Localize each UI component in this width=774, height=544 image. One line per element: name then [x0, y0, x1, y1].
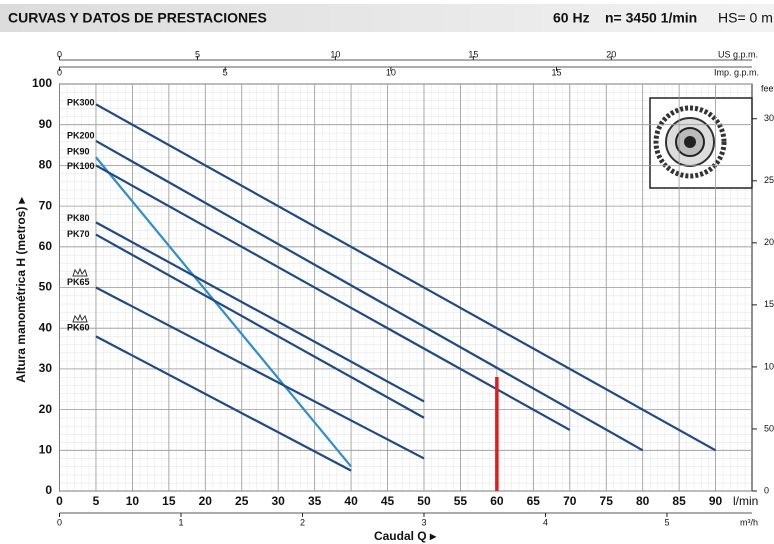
series-label: PK60 — [67, 323, 90, 333]
secondary-tick-label: 0 — [57, 517, 62, 527]
secondary-tick-label: 5 — [195, 49, 200, 59]
secondary-tick-label: 5 — [223, 67, 228, 77]
x-tick-label: 10 — [126, 494, 140, 508]
y2-axis-label: feet — [761, 83, 774, 93]
x-unit: l/min — [733, 494, 758, 508]
secondary-tick-label: 15 — [468, 49, 478, 59]
series-label: PK200 — [67, 130, 95, 140]
x-tick-label: 60 — [490, 494, 504, 508]
secondary-tick-label: 20 — [606, 49, 616, 59]
secondary-tick-label: 4 — [543, 517, 548, 527]
y-tick-label: 60 — [39, 239, 53, 253]
secondary-tick-label: 10 — [386, 67, 396, 77]
series-line — [95, 335, 352, 472]
series-label: PK70 — [67, 229, 90, 239]
x-tick-label: 0 — [56, 494, 63, 508]
x-tick-label: 50 — [417, 494, 431, 508]
y-tick-label: 90 — [39, 117, 53, 131]
y-tick-label: 0 — [45, 483, 52, 497]
secondary-axis-label: Imp. g.p.m. — [714, 67, 759, 77]
x-tick-label: 30 — [272, 494, 286, 508]
secondary-tick-label: 10 — [330, 49, 340, 59]
secondary-tick-label: 1 — [178, 517, 183, 527]
y-tick-label: 40 — [39, 320, 53, 334]
secondary-axis-label: m³/h — [740, 517, 758, 527]
y-tick-label: 30 — [39, 361, 53, 375]
header-band — [0, 4, 774, 32]
x-tick-label: 45 — [381, 494, 395, 508]
impeller-image — [649, 97, 753, 189]
series-line — [95, 286, 425, 460]
secondary-axis-label: US g.p.m. — [718, 49, 758, 59]
x-tick-label: 25 — [235, 494, 249, 508]
series-label: PK90 — [67, 147, 90, 157]
x-tick-label: 75 — [600, 494, 614, 508]
series-line — [95, 156, 352, 468]
x-tick-label: 90 — [709, 494, 723, 508]
series-line — [95, 103, 717, 452]
series-line — [95, 221, 425, 403]
x-tick-label: 65 — [527, 494, 541, 508]
series-label: PK300 — [67, 98, 95, 108]
x-tick-label: 15 — [162, 494, 176, 508]
x-axis-title: Caudal Q ▸ — [374, 529, 437, 543]
y2-tick-label: 50 — [764, 423, 774, 433]
x-tick-label: 35 — [308, 494, 322, 508]
header-frequency: 60 Hz — [553, 10, 590, 26]
series-line — [95, 164, 571, 431]
secondary-tick-label: 0 — [57, 67, 62, 77]
x-tick-label: 55 — [454, 494, 468, 508]
y-tick-label: 10 — [39, 442, 53, 456]
crown-icon — [72, 267, 88, 323]
secondary-tick-label: 5 — [664, 517, 669, 527]
x-tick-label: 5 — [93, 494, 100, 508]
header-speed: n= 3450 1/min — [605, 10, 697, 26]
series-label: PK100 — [67, 161, 95, 171]
y2-tick-label: 200 — [764, 237, 774, 247]
series-label: PK80 — [67, 213, 90, 223]
y-axis-title: Altura manométrica H (metros) ▸ — [14, 196, 28, 382]
x-tick-label: 40 — [344, 494, 358, 508]
y-tick-label: 80 — [39, 158, 53, 172]
secondary-tick-label: 15 — [552, 67, 562, 77]
x-tick-label: 85 — [672, 494, 686, 508]
secondary-tick-label: 0 — [57, 49, 62, 59]
y-tick-label: 50 — [39, 280, 53, 294]
y-tick-label: 70 — [39, 198, 53, 212]
header-title: CURVAS Y DATOS DE PRESTACIONES — [8, 10, 267, 26]
y2-tick-label: 300 — [764, 113, 774, 123]
x-tick-label: 80 — [636, 494, 650, 508]
series-line — [95, 233, 425, 419]
x-tick-label: 70 — [563, 494, 577, 508]
y-tick-label: 100 — [32, 76, 52, 90]
series-line — [95, 140, 644, 452]
header-suction: HS= 0 m — [718, 10, 773, 26]
y2-tick-label: 0 — [764, 485, 769, 495]
secondary-tick-label: 2 — [300, 517, 305, 527]
y-tick-label: 20 — [39, 402, 53, 416]
y2-tick-label: 150 — [764, 299, 774, 309]
secondary-tick-label: 3 — [421, 517, 426, 527]
series-label: PK65 — [67, 277, 90, 287]
x-tick-label: 20 — [199, 494, 213, 508]
y2-tick-label: 100 — [764, 361, 774, 371]
y2-tick-label: 250 — [764, 175, 774, 185]
